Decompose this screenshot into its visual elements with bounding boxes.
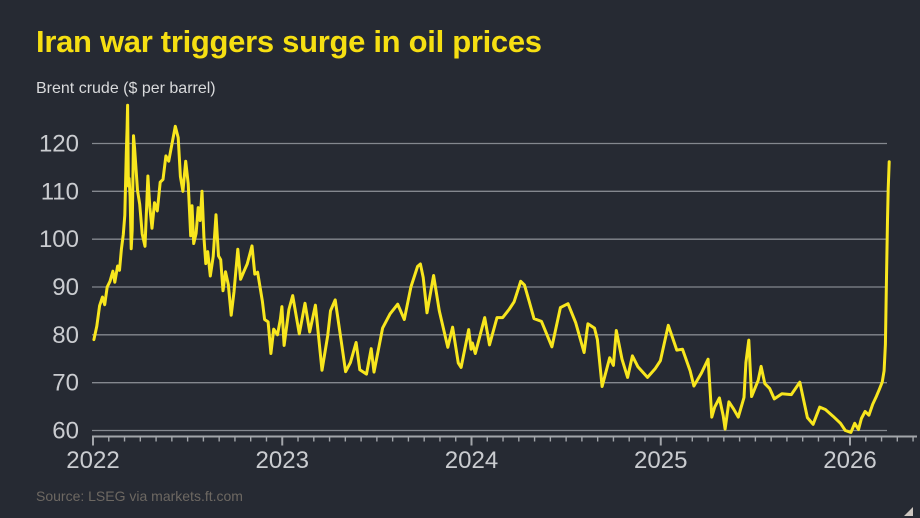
chart-title: Iran war triggers surge in oil prices xyxy=(36,24,542,59)
y-tick-label: 100 xyxy=(39,226,79,253)
y-tick-label: 120 xyxy=(39,131,79,158)
resize-handle[interactable] xyxy=(904,507,913,516)
y-tick-label: 60 xyxy=(52,418,79,445)
x-tick-label: 2026 xyxy=(823,447,876,474)
x-tick-label: 2025 xyxy=(634,447,687,474)
y-tick-label: 80 xyxy=(52,322,79,349)
price-line xyxy=(92,103,891,434)
source-note: Source: LSEG via markets.ft.com xyxy=(36,488,243,504)
chart-subtitle: Brent crude ($ per barrel) xyxy=(36,80,216,97)
y-tick-label: 110 xyxy=(41,178,79,205)
y-tick-label: 70 xyxy=(52,370,79,397)
x-tick-label: 2022 xyxy=(66,447,119,474)
y-tick-label: 90 xyxy=(52,274,79,301)
x-tick-label: 2023 xyxy=(256,447,309,474)
x-tick-label: 2024 xyxy=(445,447,498,474)
